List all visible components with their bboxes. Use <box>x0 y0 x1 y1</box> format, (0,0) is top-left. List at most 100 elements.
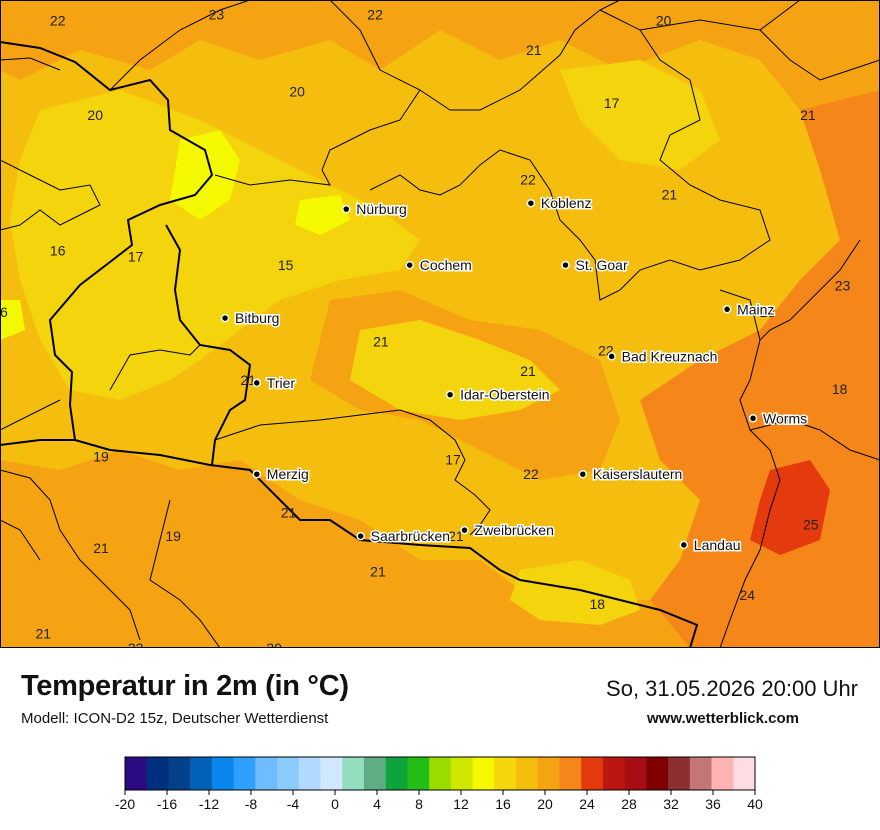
temperature-label: 21 <box>35 625 51 641</box>
temperature-label: 21 <box>370 563 386 579</box>
temperature-label: 18 <box>832 381 848 397</box>
legend-swatch <box>277 757 300 790</box>
temperature-label: 17 <box>445 451 461 467</box>
temperature-label: 21 <box>662 186 678 202</box>
temperature-zone-hunsrueck <box>350 320 560 420</box>
legend-swatch <box>146 757 169 790</box>
temperature-zone-north <box>0 0 880 110</box>
city-label: Bad Kreuznach <box>622 348 718 364</box>
city-dot <box>578 469 588 479</box>
state-borders <box>0 0 880 648</box>
city-marker: Landau <box>679 535 742 554</box>
legend-swatch <box>646 757 669 790</box>
temperature-label: 20 <box>87 107 103 123</box>
legend-tick-label: 0 <box>331 796 339 812</box>
city-marker: Bad Kreuznach <box>607 347 719 366</box>
model-info: Modell: ICON-D2 15z, Deutscher Wetterdie… <box>21 710 329 727</box>
legend-swatch <box>450 757 474 790</box>
legend-tick-label: 36 <box>705 796 721 812</box>
temperature-label: 21 <box>448 528 464 544</box>
temperature-zone-pfalz <box>510 560 640 625</box>
temperature-zone-eifel <box>10 90 420 400</box>
temperature-label: 23 <box>835 278 851 294</box>
legend-tick-label: 12 <box>453 796 469 812</box>
legend-swatch <box>494 757 517 790</box>
city-label: Zweibrücken <box>475 522 554 538</box>
legend-tick-label: 4 <box>373 796 381 812</box>
city-marker: Saarbrücken <box>356 527 452 546</box>
temperature-label: 17 <box>128 248 144 264</box>
legend-tick-label: -12 <box>199 796 219 812</box>
city-dot <box>356 531 365 541</box>
legend-swatch <box>190 757 213 790</box>
website-link[interactable]: www.wetterblick.com <box>647 710 799 727</box>
temperature-zone-cold-center <box>295 195 350 235</box>
city-label: Saarbrücken <box>371 528 450 544</box>
city-markers: Nürburg Koblenz Cochem St. Goar Bitburg Mainz… <box>220 194 809 554</box>
temperature-label: 16 <box>50 242 66 258</box>
temperature-label: 21 <box>281 505 297 521</box>
legend-swatch <box>559 757 582 790</box>
city-marker: Worms <box>748 409 809 428</box>
city-label: Kaiserslautern <box>593 466 683 482</box>
city-dot <box>252 469 262 479</box>
color-legend: -20 -16 -12 -8 -4 0 4 8 12 16 20 24 28 32 36 40 <box>115 756 763 812</box>
city-dot <box>561 260 570 270</box>
legend-swatch <box>689 757 713 790</box>
temperature-zone-rhine <box>750 460 830 555</box>
legend-swatch <box>429 757 452 790</box>
legend-ticks: -20 -16 -12 -8 -4 0 4 8 12 16 20 24 28 32 36 40 <box>115 790 763 812</box>
temperature-label: 22 <box>50 13 66 29</box>
temperature-zone-westerwald <box>560 60 720 170</box>
temperature-label: 21 <box>800 107 816 123</box>
city-marker: Kaiserslautern <box>578 465 684 484</box>
legend-tick-label: -8 <box>245 796 258 812</box>
temperature-label: 24 <box>739 587 755 603</box>
city-dot <box>748 414 758 423</box>
temperature-label: 20 <box>266 640 282 648</box>
legend-swatch <box>168 757 191 790</box>
temperature-label: 15 <box>278 257 294 273</box>
city-label: Landau <box>694 537 741 553</box>
city-label: Cochem <box>420 257 472 273</box>
city-dot <box>607 352 616 361</box>
legend-swatch <box>624 757 647 790</box>
city-label: Koblenz <box>541 195 592 211</box>
city-marker: Trier <box>252 373 297 392</box>
city-marker: Merzig <box>252 465 310 484</box>
legend-swatch <box>668 757 691 790</box>
city-label: Mainz <box>737 301 774 317</box>
legend-swatch <box>537 757 560 790</box>
city-dot <box>460 525 469 535</box>
legend-frame <box>124 756 756 791</box>
legend-tick-label: 16 <box>495 796 511 812</box>
city-label: Nürburg <box>356 201 407 217</box>
city-dot <box>220 313 230 323</box>
temperature-label: 22 <box>367 7 383 23</box>
temperature-label: 22 <box>128 640 144 648</box>
city-marker: Cochem <box>405 256 473 275</box>
temperature-label: 18 <box>589 596 605 612</box>
city-label: St. Goar <box>576 257 628 273</box>
legend-swatch <box>472 757 495 790</box>
legend-tick-label: -20 <box>115 796 135 812</box>
city-label: Bitburg <box>235 310 279 326</box>
city-dot <box>445 390 455 399</box>
city-dot <box>679 540 689 550</box>
temperature-zone-cold-west <box>0 300 25 340</box>
country-borders <box>0 41 699 648</box>
temperature-label: 21 <box>520 363 536 379</box>
temperature-label: 20 <box>289 83 305 99</box>
map-title: Temperatur in 2m (in °C) <box>21 670 349 702</box>
city-marker: Mainz <box>722 300 776 319</box>
city-dot <box>252 378 262 388</box>
city-dot <box>722 305 732 314</box>
city-marker: Bitburg <box>220 309 281 328</box>
legend-swatch <box>407 757 430 790</box>
temperature-label: 21 <box>93 540 109 556</box>
city-dot <box>405 260 414 270</box>
footer: Temperatur in 2m (in °C) Modell: ICON-D2… <box>0 648 880 830</box>
legend-swatch <box>211 757 235 790</box>
city-marker: Nürburg <box>341 200 408 219</box>
city-label: Idar-Oberstein <box>460 387 549 403</box>
